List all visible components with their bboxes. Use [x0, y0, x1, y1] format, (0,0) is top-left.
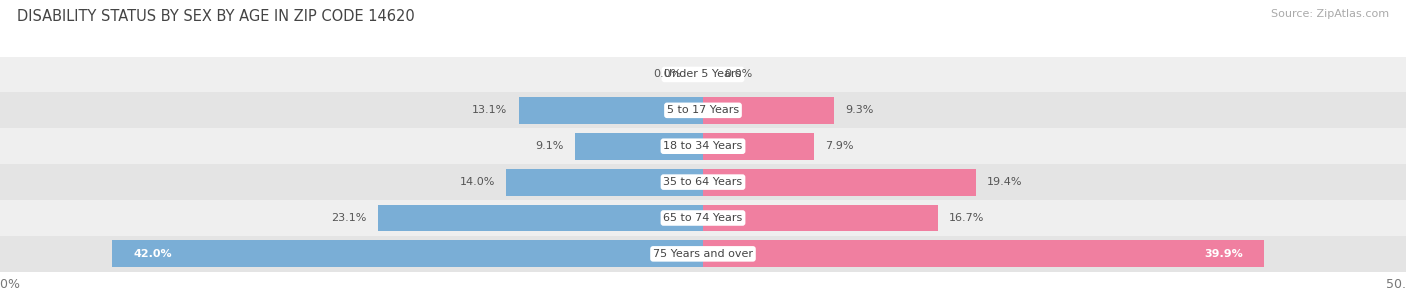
Text: 13.1%: 13.1% — [472, 105, 508, 115]
Text: Under 5 Years: Under 5 Years — [665, 69, 741, 79]
Bar — [703, 205, 938, 231]
Text: 19.4%: 19.4% — [987, 177, 1022, 187]
Text: 7.9%: 7.9% — [825, 141, 853, 151]
Bar — [506, 169, 703, 195]
Bar — [0, 200, 1406, 236]
Text: 14.0%: 14.0% — [460, 177, 495, 187]
Bar — [703, 169, 976, 195]
Text: Source: ZipAtlas.com: Source: ZipAtlas.com — [1271, 9, 1389, 19]
Text: 16.7%: 16.7% — [949, 213, 984, 223]
Bar — [519, 97, 703, 124]
Bar — [0, 128, 1406, 164]
Text: 0.0%: 0.0% — [654, 69, 682, 79]
Text: 9.3%: 9.3% — [845, 105, 873, 115]
Bar — [575, 133, 703, 160]
Text: 75 Years and over: 75 Years and over — [652, 249, 754, 259]
Bar — [0, 57, 1406, 92]
Bar — [703, 133, 814, 160]
Text: 42.0%: 42.0% — [134, 249, 172, 259]
Text: DISABILITY STATUS BY SEX BY AGE IN ZIP CODE 14620: DISABILITY STATUS BY SEX BY AGE IN ZIP C… — [17, 9, 415, 24]
Text: 65 to 74 Years: 65 to 74 Years — [664, 213, 742, 223]
Text: 35 to 64 Years: 35 to 64 Years — [664, 177, 742, 187]
Bar — [703, 97, 834, 124]
Bar — [0, 236, 1406, 272]
Bar — [703, 240, 1264, 267]
Bar — [0, 92, 1406, 128]
Text: 5 to 17 Years: 5 to 17 Years — [666, 105, 740, 115]
Bar — [378, 205, 703, 231]
Text: 0.0%: 0.0% — [724, 69, 752, 79]
Text: 9.1%: 9.1% — [536, 141, 564, 151]
Text: 39.9%: 39.9% — [1204, 249, 1243, 259]
Bar — [112, 240, 703, 267]
Bar — [0, 164, 1406, 200]
Text: 23.1%: 23.1% — [332, 213, 367, 223]
Text: 18 to 34 Years: 18 to 34 Years — [664, 141, 742, 151]
